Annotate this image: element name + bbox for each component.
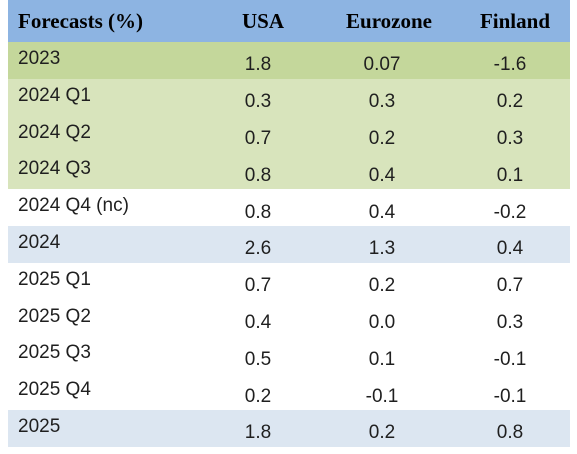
cell-eurozone: 0.4 bbox=[368, 201, 396, 223]
table-row: 2024 Q4 (nc) 0.8 0.4 -0.2 bbox=[8, 189, 570, 226]
table-row: 2025 Q1 0.7 0.2 0.7 bbox=[8, 262, 570, 300]
cell-usa: 0.7 bbox=[244, 127, 272, 149]
table-row: 2023 1.8 0.07 -1.6 bbox=[8, 42, 570, 79]
row-label: 2023 bbox=[18, 48, 61, 69]
cell-finland: 0.8 bbox=[496, 422, 524, 444]
cell-eurozone: -0.1 bbox=[365, 385, 399, 407]
cell-eurozone: 1.3 bbox=[368, 238, 396, 260]
table-body: 2023 1.8 0.07 -1.6 2024 Q1 0.3 0.3 0.2 2024 Q2 0.… bbox=[8, 42, 570, 447]
cell-usa: 1.8 bbox=[244, 54, 272, 76]
cell-usa: 0.8 bbox=[244, 201, 272, 223]
row-label: 2024 Q4 (nc) bbox=[18, 195, 129, 217]
cell-finland: 0.3 bbox=[496, 311, 524, 333]
cell-eurozone: 0.0 bbox=[368, 311, 396, 333]
table-row: 2024 Q2 0.7 0.2 0.3 bbox=[8, 115, 570, 153]
header-finland: Finland bbox=[479, 8, 551, 33]
cell-eurozone: 0.4 bbox=[368, 164, 396, 186]
cell-finland: 0.1 bbox=[496, 164, 524, 186]
cell-usa: 0.4 bbox=[244, 311, 272, 333]
row-label: 2024 Q1 bbox=[18, 84, 91, 106]
cell-usa: 0.7 bbox=[244, 275, 272, 297]
table-row: 2024 2.6 1.3 0.4 bbox=[8, 225, 570, 263]
cell-usa: 0.8 bbox=[244, 164, 272, 186]
cell-finland: 0.2 bbox=[496, 91, 524, 113]
table-row: 2024 Q3 0.8 0.4 0.1 bbox=[8, 152, 570, 190]
cell-eurozone: 0.07 bbox=[363, 54, 401, 76]
header-eurozone: Eurozone bbox=[346, 8, 432, 33]
cell-finland: -1.6 bbox=[493, 54, 527, 76]
cell-eurozone: 0.2 bbox=[368, 275, 396, 297]
cell-eurozone: 0.2 bbox=[368, 127, 396, 149]
row-label: 2024 Q2 bbox=[18, 121, 91, 143]
table-row: 2025 Q4 0.2 -0.1 -0.1 bbox=[8, 373, 570, 410]
cell-usa: 1.8 bbox=[244, 422, 272, 444]
table-header-row: Forecasts (%) USA Eurozone Finland bbox=[8, 0, 570, 42]
row-label: 2025 bbox=[18, 415, 61, 437]
cell-usa: 0.5 bbox=[244, 348, 272, 370]
cell-finland: -0.1 bbox=[493, 348, 527, 370]
cell-usa: 2.6 bbox=[244, 238, 272, 260]
cell-finland: -0.2 bbox=[493, 201, 527, 223]
table-row: 2025 1.8 0.2 0.8 bbox=[8, 409, 570, 447]
table-row: 2024 Q1 0.3 0.3 0.2 bbox=[8, 78, 570, 116]
cell-eurozone: 0.3 bbox=[368, 91, 396, 113]
cell-finland: 0.7 bbox=[496, 275, 524, 297]
table-row: 2025 Q2 0.4 0.0 0.3 bbox=[8, 299, 570, 337]
cell-eurozone: 0.2 bbox=[368, 422, 396, 444]
cell-finland: 0.3 bbox=[496, 127, 524, 149]
row-label: 2025 Q1 bbox=[18, 268, 91, 290]
cell-usa: 0.2 bbox=[244, 385, 272, 407]
cell-finland: -0.1 bbox=[493, 385, 527, 407]
row-label: 2025 Q3 bbox=[18, 342, 91, 364]
row-label: 2025 Q4 bbox=[18, 379, 91, 401]
table-row: 2025 Q3 0.5 0.1 -0.1 bbox=[8, 336, 570, 374]
row-label: 2025 Q2 bbox=[18, 305, 91, 327]
row-label: 2024 Q3 bbox=[18, 158, 91, 180]
cell-eurozone: 0.1 bbox=[368, 348, 396, 370]
row-label: 2024 bbox=[18, 231, 61, 253]
cell-usa: 0.3 bbox=[244, 91, 272, 113]
header-usa: USA bbox=[241, 8, 284, 33]
forecast-table: Forecasts (%) USA Eurozone Finland 2023 1… bbox=[8, 0, 570, 447]
header-label: Forecasts (%) bbox=[18, 8, 143, 33]
cell-finland: 0.4 bbox=[496, 238, 524, 260]
